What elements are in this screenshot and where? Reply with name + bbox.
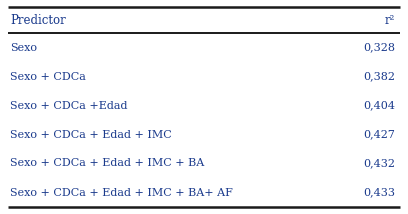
Text: Sexo + CDCa +Edad: Sexo + CDCa +Edad: [10, 101, 127, 110]
Text: 0,433: 0,433: [363, 187, 395, 198]
Text: Predictor: Predictor: [10, 13, 66, 27]
Text: Sexo + CDCa: Sexo + CDCa: [10, 71, 86, 82]
Text: 0,427: 0,427: [363, 129, 395, 140]
Text: Sexo + CDCa + Edad + IMC + BA+ AF: Sexo + CDCa + Edad + IMC + BA+ AF: [10, 187, 233, 198]
Text: 0,432: 0,432: [363, 159, 395, 168]
Text: 0,404: 0,404: [363, 101, 395, 110]
Text: 0,328: 0,328: [363, 43, 395, 52]
Text: Sexo + CDCa + Edad + IMC: Sexo + CDCa + Edad + IMC: [10, 129, 172, 140]
Text: r²: r²: [385, 13, 395, 27]
Text: Sexo + CDCa + Edad + IMC + BA: Sexo + CDCa + Edad + IMC + BA: [10, 159, 204, 168]
Text: Sexo: Sexo: [10, 43, 37, 52]
Text: 0,382: 0,382: [363, 71, 395, 82]
